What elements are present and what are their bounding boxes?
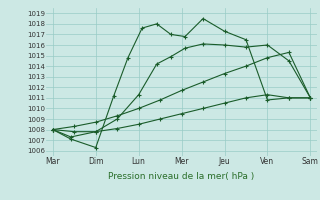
X-axis label: Pression niveau de la mer( hPa ): Pression niveau de la mer( hPa ) — [108, 172, 255, 181]
